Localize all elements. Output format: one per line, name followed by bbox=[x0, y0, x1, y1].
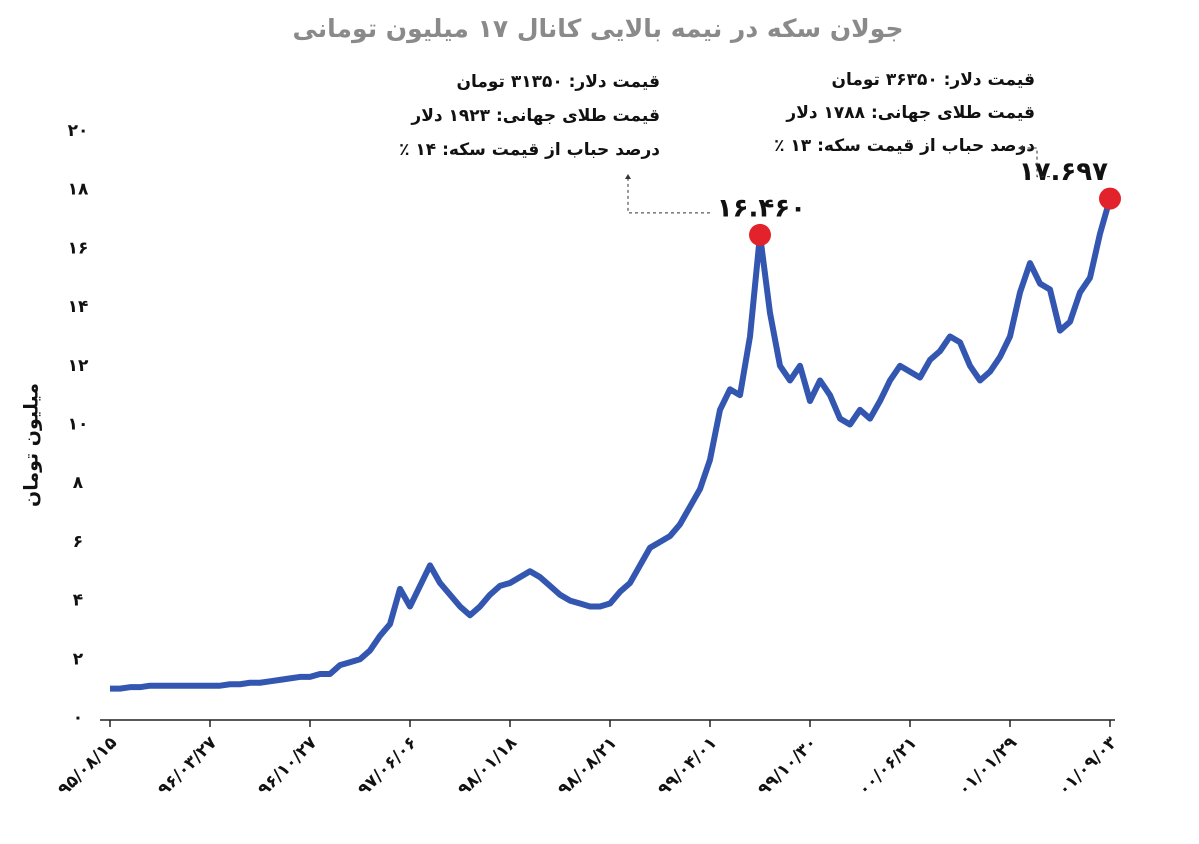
x-tick-label: ۹۸/۰۸/۲۱ bbox=[554, 733, 621, 800]
annotation: قیمت طلای جهانی: ۱۷۸۸ دلار bbox=[785, 103, 1035, 123]
y-tick-label: ۱۴ bbox=[68, 297, 89, 317]
x-tick-label: ۰۰/۰۶/۲۱ bbox=[854, 733, 921, 800]
x-tick-label: ۹۹/۱۰/۳۰ bbox=[754, 733, 821, 800]
y-tick-label: ۶ bbox=[73, 532, 83, 552]
y-tick-label: ۱۰ bbox=[68, 415, 89, 435]
y-tick-label: ۲ bbox=[73, 649, 84, 669]
y-tick-label: ۱۲ bbox=[68, 356, 89, 376]
chart-title: جولان سکه در نیمه بالایی کانال ۱۷ میلیون… bbox=[292, 14, 903, 44]
arrow bbox=[1018, 145, 1023, 151]
y-axis-label: میلیون تومان bbox=[21, 383, 43, 507]
connector bbox=[627, 178, 710, 214]
x-tick-label: ۹۵/۰۸/۱۵ bbox=[54, 733, 121, 800]
x-tick-label: ۹۷/۰۶/۰۶ bbox=[354, 733, 421, 800]
connector bbox=[1022, 147, 1050, 178]
y-tick-label: ۸ bbox=[73, 473, 84, 493]
y-tick-label: ۱۶ bbox=[68, 238, 89, 258]
x-tick-label: ۹۸/۰۱/۱۸ bbox=[454, 732, 521, 799]
annotation: قیمت دلار: ۳۱۳۵۰ تومان bbox=[456, 72, 660, 92]
y-tick-label: ۱۸ bbox=[68, 180, 89, 200]
y-tick-label: ۴ bbox=[73, 591, 83, 611]
x-tick-label: ۰۱/۰۹/۰۳ bbox=[1054, 732, 1121, 799]
annotation: قیمت طلای جهانی: ۱۹۲۳ دلار bbox=[410, 106, 660, 126]
x-tick-label: ۰۱/۰۱/۲۹ bbox=[954, 732, 1021, 799]
x-tick-label: ۹۹/۰۴/۰۱ bbox=[654, 733, 721, 800]
highlight-point bbox=[749, 223, 771, 246]
y-tick-label: ۰ bbox=[73, 708, 83, 728]
annotation: قیمت دلار: ۳۶۳۵۰ تومان bbox=[831, 70, 1035, 90]
x-tick-label: ۹۶/۰۳/۲۷ bbox=[154, 732, 221, 799]
x-tick-label: ۹۶/۱۰/۲۷ bbox=[254, 732, 321, 799]
annotation: درصد حباب از قیمت سکه: ۱۳ ٪ bbox=[774, 136, 1035, 156]
y-tick-label: ۲۰ bbox=[68, 121, 89, 141]
data-label: ۱۷.۶۹۷ bbox=[1019, 157, 1108, 187]
arrow bbox=[625, 174, 631, 179]
highlight-point bbox=[1099, 187, 1121, 210]
annotation: درصد حباب از قیمت سکه: ۱۴ ٪ bbox=[399, 140, 660, 160]
line bbox=[110, 197, 1113, 692]
data-label: ۱۶.۴۶۰ bbox=[717, 193, 806, 223]
